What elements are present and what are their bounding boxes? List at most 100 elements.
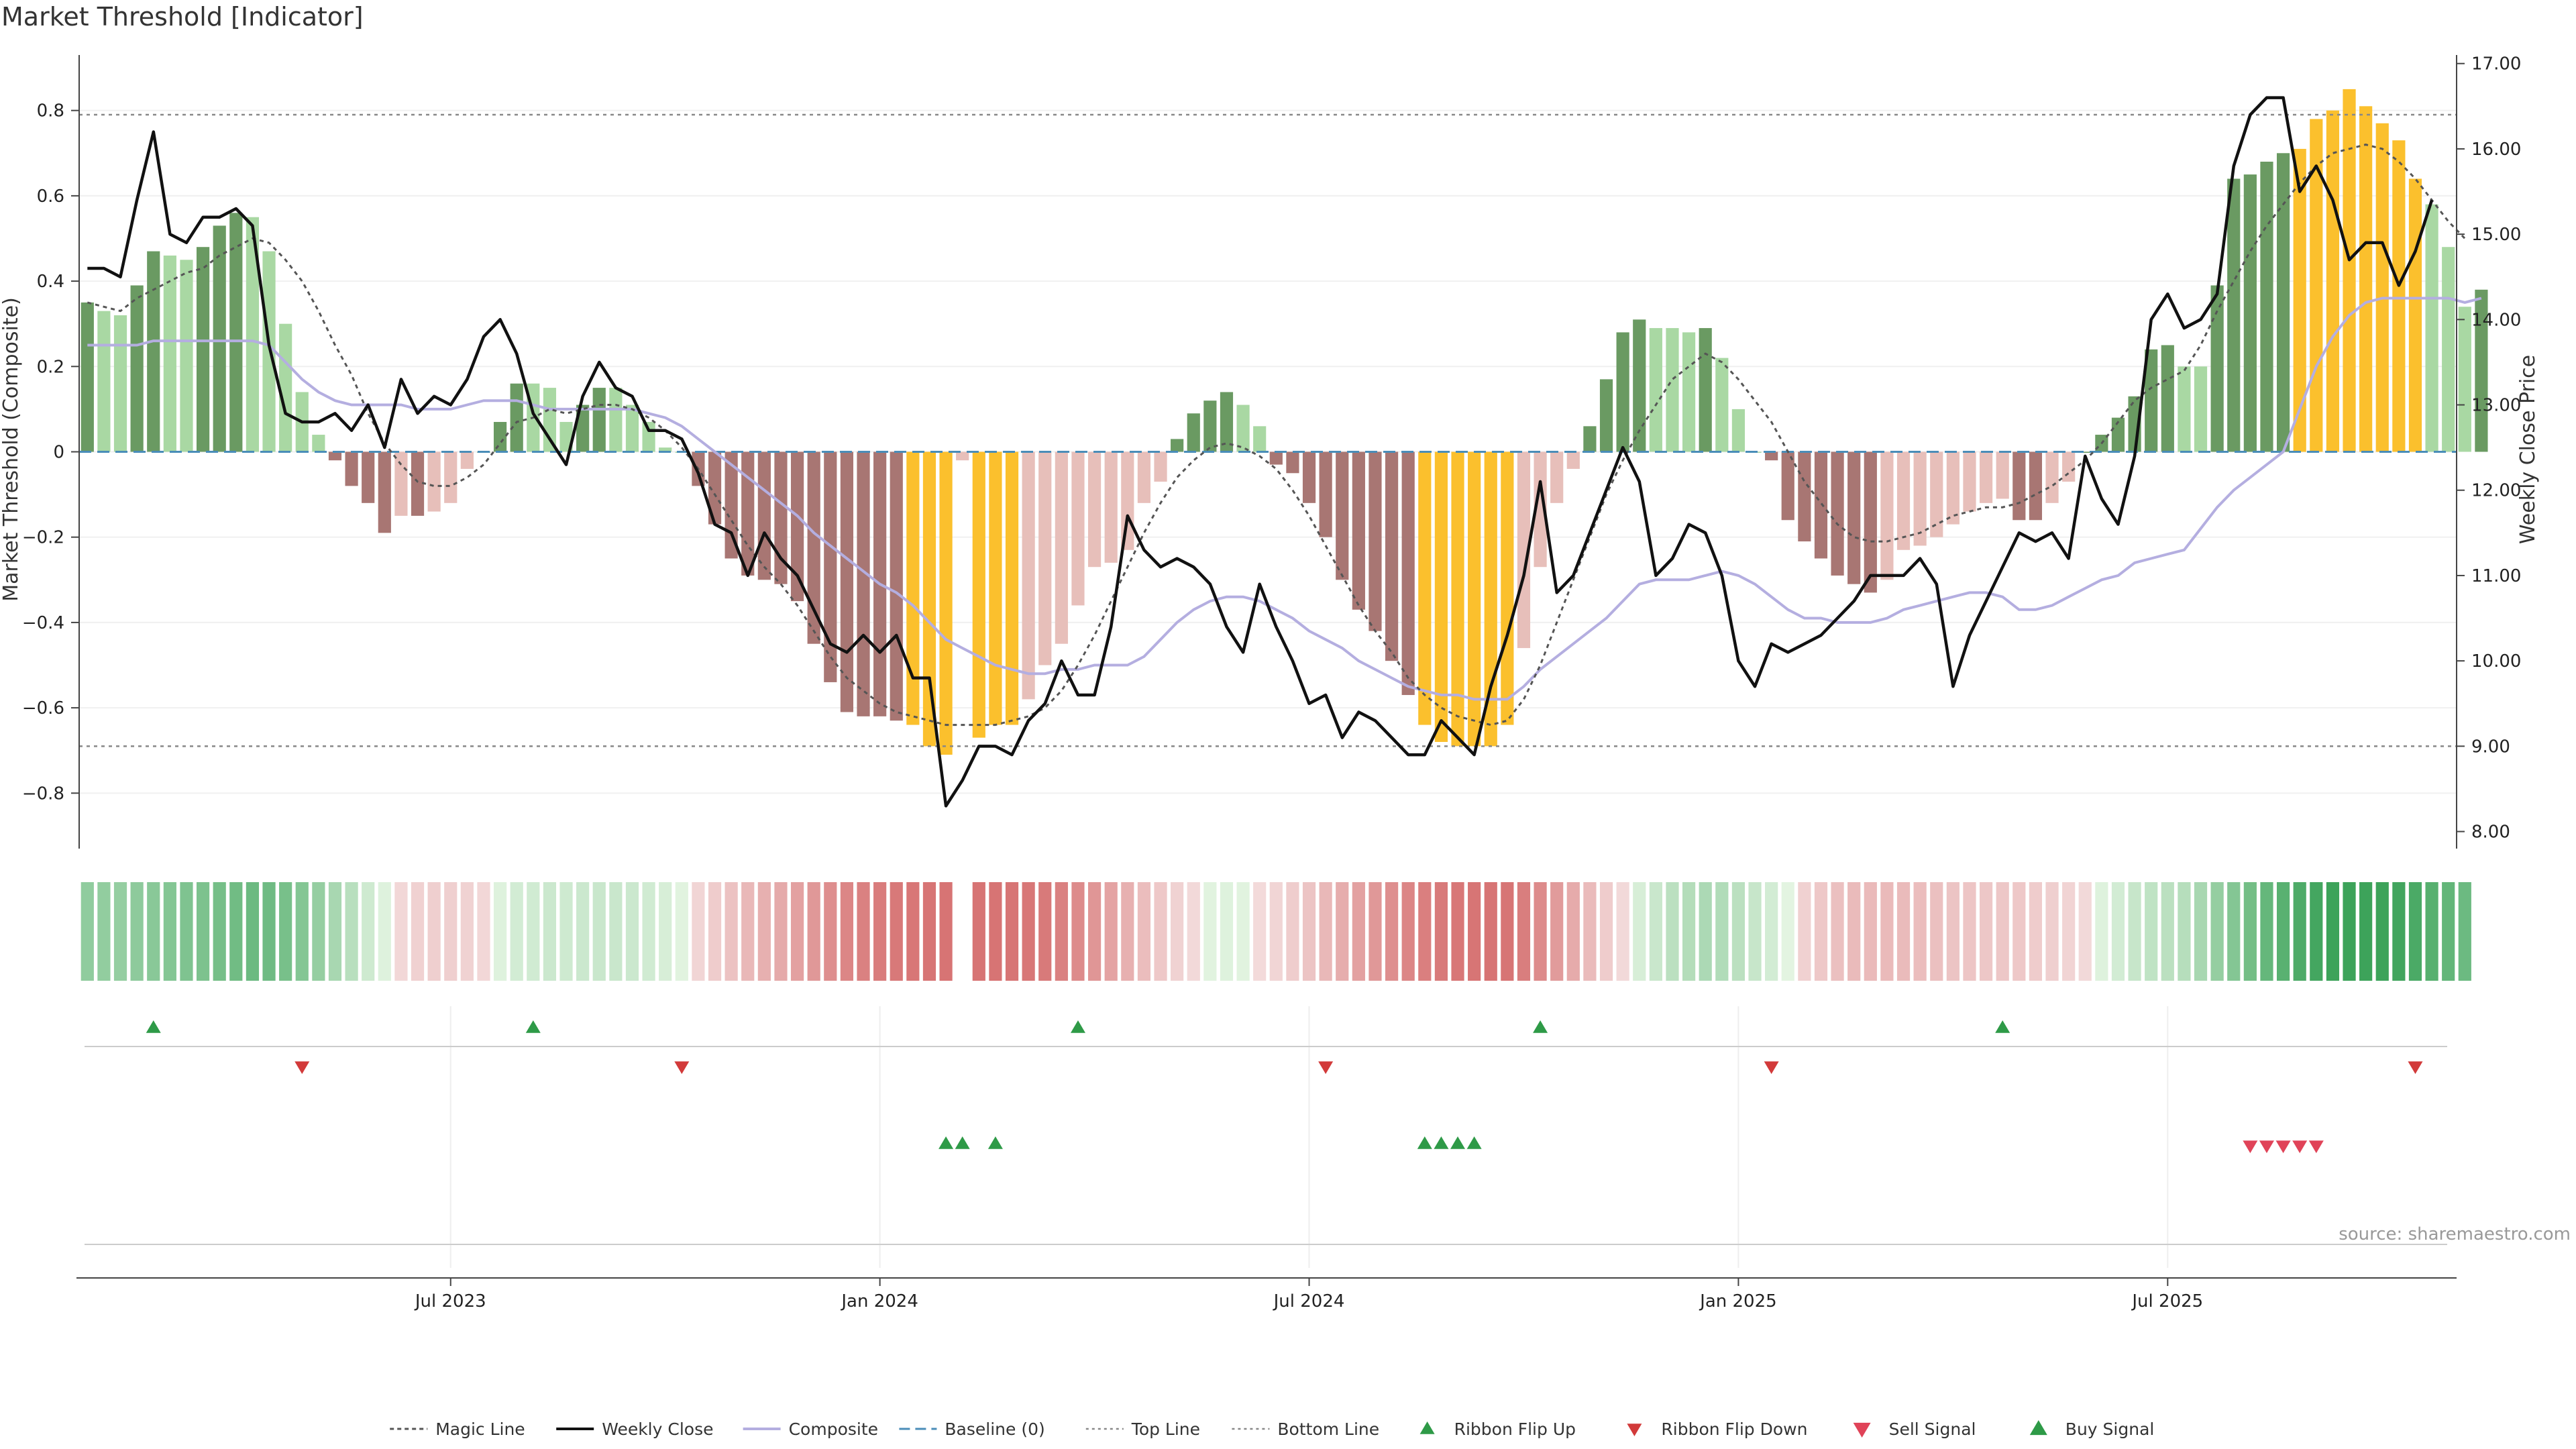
ribbon-cell	[906, 882, 920, 981]
x-axis: Jul 2023 Jan 2024 Jul 2024 Jan 2025 Jul 2025	[76, 1277, 2457, 1311]
y-tick-label-right: 8.00	[2471, 822, 2510, 843]
composite-bar	[1055, 451, 1068, 644]
ribbon-cell	[394, 882, 408, 981]
x-tick-label: Jan 2024	[840, 1291, 918, 1311]
composite-bar	[2276, 153, 2290, 452]
ribbon-cell	[2293, 882, 2306, 981]
ribbon-cell	[1748, 882, 1762, 981]
y-tick-label-left: 0.8	[37, 101, 64, 121]
composite-bar	[444, 451, 458, 503]
ribbon-cell	[1731, 882, 1746, 981]
composite-bar	[1352, 451, 1365, 610]
ribbon-cell	[1798, 882, 1811, 981]
ribbon-cell	[527, 882, 540, 981]
ribbon-cell	[2326, 882, 2340, 981]
buy-signal-marker	[955, 1136, 970, 1149]
ribbon-cell	[2425, 882, 2438, 981]
ribbon-cell	[493, 882, 507, 981]
composite-bar	[1649, 328, 1662, 452]
composite-bar	[2293, 148, 2306, 452]
composite-bar	[1137, 451, 1151, 503]
ribbon-cell	[1896, 882, 1911, 981]
legend-item: Bottom Line	[1232, 1419, 1379, 1439]
ribbon-cell	[1913, 882, 1927, 981]
composite-bar	[1087, 451, 1102, 568]
ribbon-cell	[1451, 882, 1464, 981]
composite-bar	[1401, 451, 1415, 696]
ribbon-cell	[279, 882, 292, 981]
y-tick-label-left: 0.4	[37, 272, 64, 292]
ribbon-cell	[147, 882, 160, 981]
composite-bar	[2012, 451, 2026, 521]
ribbon-cell	[229, 882, 243, 981]
y-tick-label-left: 0.6	[37, 186, 64, 207]
composite-bar	[2359, 106, 2373, 452]
composite-bar	[2161, 345, 2174, 452]
x-tick-label: Jul 2024	[1273, 1291, 1345, 1311]
y-axis-label-right: Weekly Close Price	[2516, 355, 2540, 544]
ribbon-cell	[939, 882, 953, 981]
ribbon-cell	[163, 882, 176, 981]
ribbon-cell	[2194, 882, 2208, 981]
composite-bar	[1451, 451, 1464, 747]
ribbon-cell	[1616, 882, 1629, 981]
legend-item: Buy Signal	[2029, 1419, 2154, 1439]
composite-bar	[1913, 451, 1927, 546]
ribbon-cell	[2210, 882, 2224, 981]
composite-bar	[510, 383, 523, 452]
ribbon-cell	[1055, 882, 1068, 981]
ribbon-cell	[757, 882, 771, 981]
ribbon-cell	[1501, 882, 1514, 981]
x-tick-label: Jul 2023	[414, 1291, 486, 1311]
ribbon-cell	[609, 882, 623, 981]
ribbon-cell	[1302, 882, 1316, 981]
ribbon-cell	[2128, 882, 2141, 981]
ribbon-cell	[972, 882, 985, 981]
composite-bar	[1038, 451, 1052, 665]
composite-bar	[1220, 392, 1234, 452]
y-tick-label-left: −0.6	[22, 698, 64, 718]
ribbon-cell	[1319, 882, 1332, 981]
composite-bar	[1979, 451, 1993, 503]
ribbon-cell	[1269, 882, 1283, 981]
ribbon-cell	[1583, 882, 1597, 981]
composite-bar	[790, 451, 804, 602]
composite-bar	[312, 435, 325, 452]
ribbon-cell	[741, 882, 755, 981]
ribbon-cell	[824, 882, 837, 981]
ribbon-cell	[1220, 882, 1234, 981]
ribbon-cell	[1880, 882, 1894, 981]
composite-bar	[460, 451, 474, 469]
composite-bar	[956, 451, 969, 461]
ribbon-cell	[2392, 882, 2406, 981]
ribbon-cell	[1781, 882, 1794, 981]
buy-signal-marker	[1434, 1136, 1449, 1149]
ribbon-cell	[1368, 882, 1382, 981]
composite-bar	[1864, 451, 1877, 593]
composite-bar	[130, 285, 144, 452]
composite-bar	[576, 405, 590, 452]
ribbon-cell	[2029, 882, 2043, 981]
y-tick-label-right: 10.00	[2471, 651, 2521, 672]
legend: Magic Line Weekly Close Composite Baseline …	[390, 1419, 2154, 1439]
composite-bar	[1633, 319, 1646, 452]
legend-swatch	[2029, 1420, 2047, 1436]
ribbon-cell	[312, 882, 325, 981]
y-tick-label-right: 11.00	[2471, 566, 2521, 586]
ribbon-cell	[246, 882, 260, 981]
ribbon-cell	[559, 882, 573, 981]
composite-bar	[1104, 451, 1118, 563]
ribbon-cell	[295, 882, 309, 981]
composite-bar	[659, 447, 672, 452]
legend-item: Top Line	[1085, 1419, 1200, 1439]
y-tick-label-right: 17.00	[2471, 54, 2521, 74]
y-tick-label-right: 14.00	[2471, 310, 2521, 330]
ribbon-cell	[1022, 882, 1035, 981]
composite-bar	[2111, 417, 2125, 452]
composite-bar	[80, 302, 94, 452]
ribbon-flip-up-marker	[1070, 1020, 1085, 1033]
ribbon-cell	[2260, 882, 2273, 981]
ribbon-flip-up-marker	[1533, 1020, 1548, 1033]
composite-bar	[807, 451, 820, 644]
